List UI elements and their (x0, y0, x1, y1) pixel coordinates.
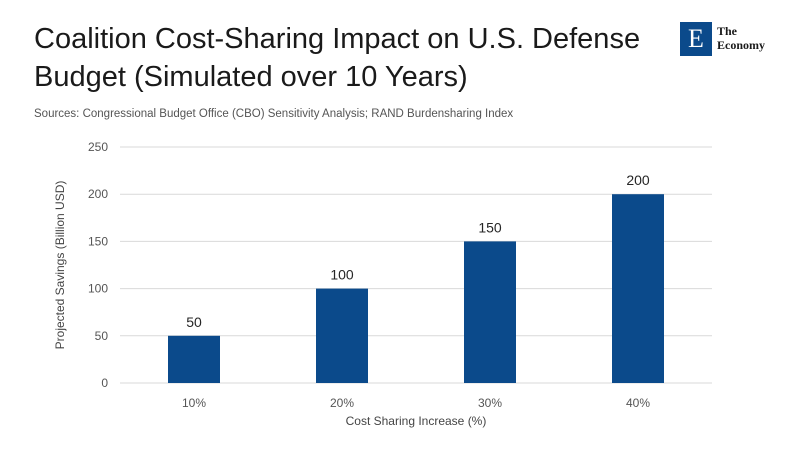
data-label-1: 50 (186, 314, 202, 330)
chart-sources: Sources: Congressional Budget Office (CB… (34, 108, 514, 120)
bar-1 (168, 335, 220, 383)
bars (168, 194, 664, 383)
bar-2 (316, 288, 368, 383)
y-tick-label-50: 50 (95, 329, 109, 343)
bar-3 (464, 241, 516, 383)
the-economy-logo: E The Economy (680, 22, 790, 58)
y-tick-label-100: 100 (88, 282, 108, 296)
y-tick-label-200: 200 (88, 187, 108, 201)
chart-title: Coalition Cost-Sharing Impact on U.S. De… (34, 23, 641, 93)
y-tick-label-150: 150 (88, 234, 108, 248)
y-tick-labels: 0 50 100 150 200 250 (88, 140, 108, 390)
x-tick-label-1: 10% (182, 396, 206, 410)
data-label-2: 100 (330, 267, 354, 283)
x-tick-labels: 10% 20% 30% 40% (182, 396, 650, 410)
data-label-3: 150 (478, 219, 502, 235)
bar-4 (612, 194, 664, 383)
logo-line-1: The (717, 24, 738, 38)
data-label-4: 200 (626, 172, 650, 188)
x-tick-label-4: 40% (626, 396, 650, 410)
x-tick-label-2: 20% (330, 396, 354, 410)
x-tick-label-3: 30% (478, 396, 502, 410)
logo-mark: E (680, 22, 712, 56)
y-tick-label-250: 250 (88, 140, 108, 154)
logo-text: The Economy (717, 24, 765, 52)
logo-line-2: Economy (717, 38, 765, 52)
y-tick-label-0: 0 (101, 376, 108, 390)
data-labels: 50 100 150 200 (186, 172, 650, 330)
y-axis-label: Projected Savings (Billion USD) (53, 181, 67, 350)
x-axis-label: Cost Sharing Increase (%) (346, 414, 487, 428)
